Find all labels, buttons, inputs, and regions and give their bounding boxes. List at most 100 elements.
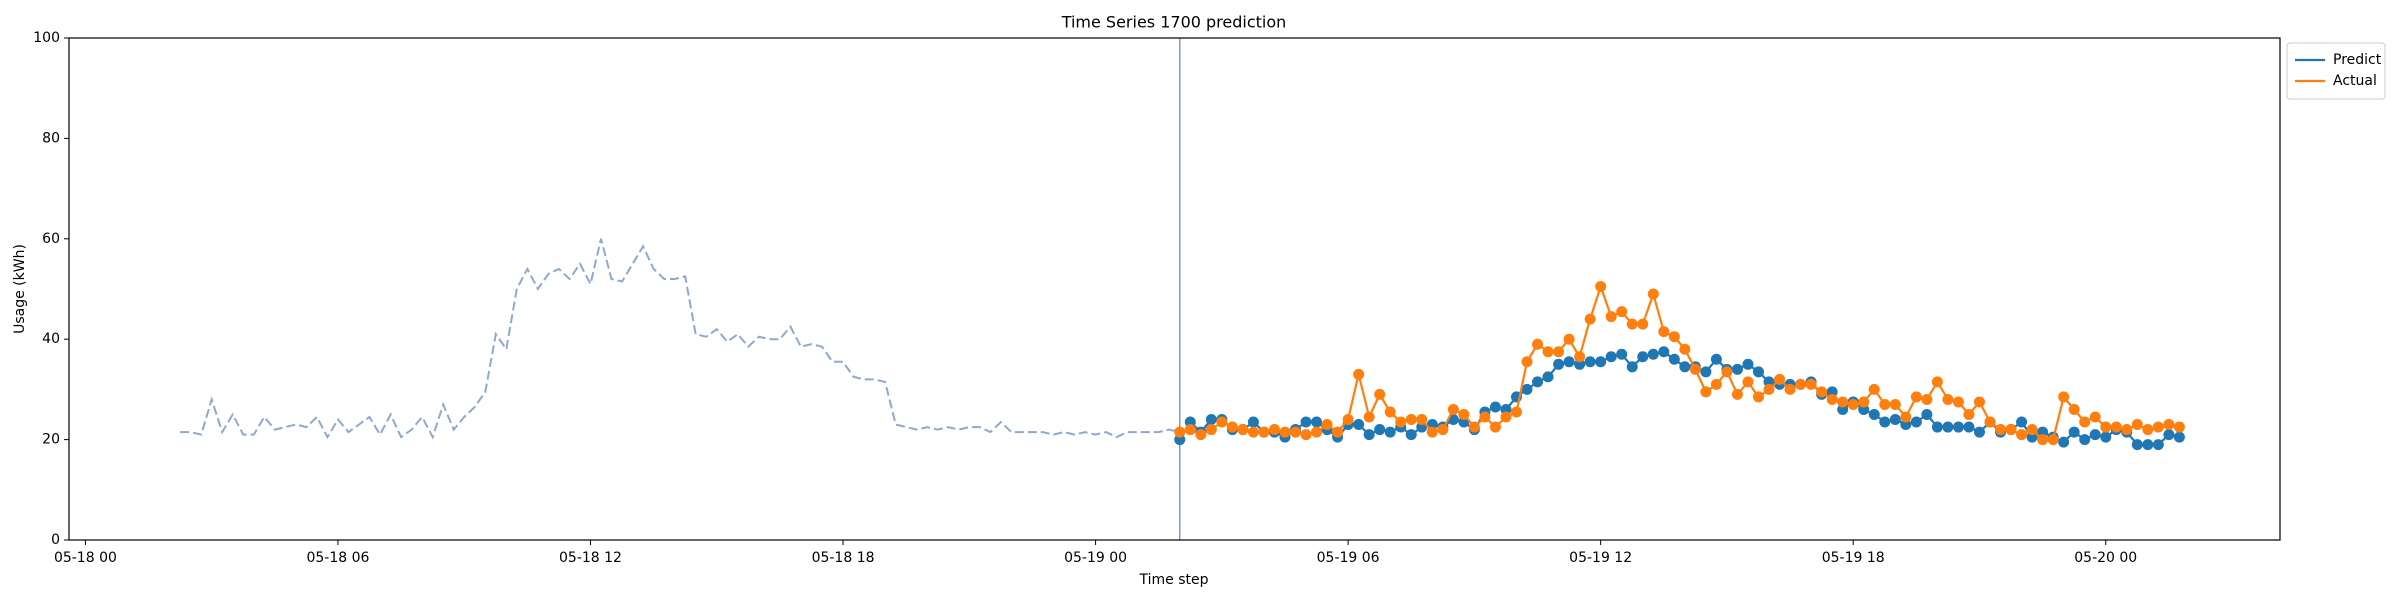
series-marker [1374,424,1386,436]
series-marker [1731,363,1743,375]
series-marker [2142,439,2154,451]
series-marker [1374,388,1386,400]
series-marker [1858,396,1870,408]
series-marker [1721,366,1733,378]
series-marker [1900,411,1912,423]
series-marker [1753,366,1765,378]
series-marker [1521,356,1533,368]
series-marker [2121,424,2133,436]
series-marker [2173,431,2185,443]
series-marker [1405,429,1417,441]
series-marker [1300,416,1312,428]
series-marker [1542,346,1554,358]
x-tick-label: 05-18 18 [812,550,875,566]
series-marker [1774,373,1786,385]
series-marker [1668,331,1680,343]
series-marker [1521,383,1533,395]
x-tick-label: 05-20 00 [2074,550,2137,566]
series-marker [1479,411,1491,423]
series-marker [1563,333,1575,345]
series-marker [2068,426,2080,438]
series-marker [1605,351,1617,363]
series-marker [1205,424,1217,436]
series-marker [1995,424,2007,436]
series-marker [1332,426,1344,438]
series-marker [2068,403,2080,415]
series-marker [2163,419,2175,431]
series-marker [1174,434,1186,446]
series-marker [1889,414,1901,426]
series-marker [1574,358,1586,370]
series-marker [2005,424,2017,436]
series-marker [2100,421,2112,433]
series-marker [2037,426,2049,438]
series-marker [2058,436,2070,448]
series-marker [1700,386,1712,398]
chart-title: Time Series 1700 prediction [1061,13,1287,32]
series-marker [1174,426,1186,438]
series-marker [2163,429,2175,441]
series-marker [1931,421,1943,433]
series-marker [1595,356,1607,368]
y-axis-label: Usage (kWh) [12,244,28,334]
series-marker [1353,419,1365,431]
series-marker [2110,421,2122,433]
series-marker [1626,361,1638,373]
y-tick-label: 80 [42,130,60,146]
series-marker [2026,431,2038,443]
series-marker [1268,424,1280,436]
series-marker [1184,424,1196,436]
series-marker [1574,351,1586,363]
series-marker [1510,406,1522,418]
series-marker [1226,421,1238,433]
series-marker [2037,434,2049,446]
x-tick-label: 05-18 12 [559,550,622,566]
series-marker [2152,421,2164,433]
series-marker [2089,411,2101,423]
series-marker [2016,429,2028,441]
series-marker [1290,426,1302,438]
series-marker [1532,338,1544,350]
series-marker [1321,419,1333,431]
series-marker [1184,416,1196,428]
series-marker [1395,416,1407,428]
series-marker [1300,429,1312,441]
series-marker [1553,346,1565,358]
series-marker [1963,409,1975,420]
series-marker [2142,424,2154,436]
series-marker [1247,426,1259,438]
series-marker [1489,401,1501,413]
series-marker [2047,434,2059,446]
x-axis-label: Time step [1139,572,1209,588]
series-marker [1952,396,1964,408]
series-marker [1353,368,1365,380]
series-marker [2026,424,2038,436]
series-marker [1468,421,1480,433]
series-marker [1795,378,1807,390]
series-marker [1731,388,1743,400]
x-tick-label: 05-18 00 [54,550,117,566]
series-marker [1658,346,1670,358]
series-marker [2058,391,2070,403]
series-marker [1973,426,1985,438]
series-marker [1616,348,1628,360]
series-marker [1532,376,1544,388]
y-tick-label: 40 [42,331,60,347]
series-marker [1921,409,1933,420]
series-marker [1363,429,1375,441]
series-marker [1868,409,1880,420]
series-marker [1416,414,1428,426]
series-marker [1205,414,1217,426]
series-marker [1679,361,1691,373]
y-tick-label: 0 [51,532,60,548]
series-marker [1837,403,1849,415]
series-marker [1247,416,1259,428]
series-marker [1458,409,1470,420]
series-marker [1605,311,1617,323]
series-marker [2079,416,2091,428]
series-marker [1952,421,1964,433]
series-marker [1342,414,1354,426]
x-tick-label: 05-19 06 [1317,550,1380,566]
